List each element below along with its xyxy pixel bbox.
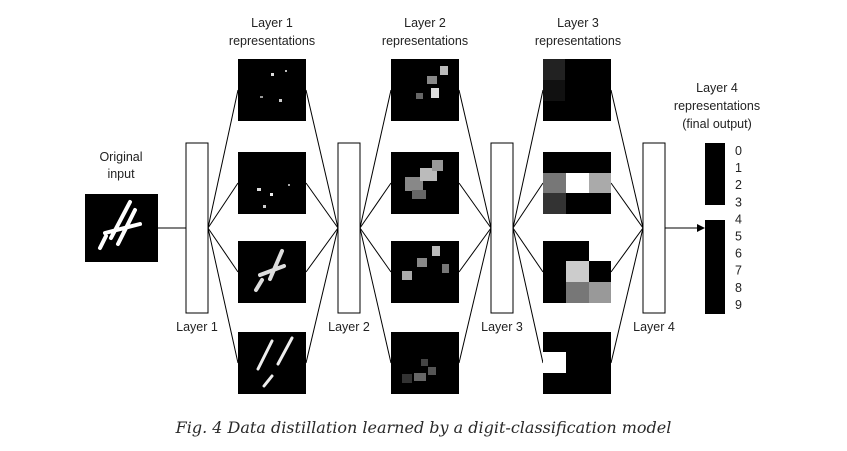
connection-lines xyxy=(158,89,697,364)
layer1-representation-4 xyxy=(238,332,306,394)
layer3-label: Layer 3 xyxy=(481,320,523,334)
active-output-cell xyxy=(705,205,725,220)
output-digit-0: 0 xyxy=(735,144,742,158)
output-digit-2: 2 xyxy=(735,178,742,192)
layer1-representation-3 xyxy=(238,241,306,303)
layer1-bar xyxy=(185,142,209,314)
output-digit-labels: 0 1 2 3 4 5 6 7 8 9 xyxy=(735,144,742,312)
layer1-representation-1 xyxy=(238,59,306,121)
output-digit-5: 5 xyxy=(735,230,742,244)
layer2-representation-3 xyxy=(391,241,459,303)
output-column xyxy=(705,143,725,314)
layer2-label: Layer 2 xyxy=(328,320,370,334)
layer2-title-line2: representations xyxy=(382,34,468,48)
layer4-title-line3: (final output) xyxy=(682,117,751,131)
layer4-label: Layer 4 xyxy=(633,320,675,334)
layer4-bar xyxy=(642,142,666,314)
layer4-title-line1: Layer 4 xyxy=(696,81,738,95)
output-digit-3: 3 xyxy=(735,195,742,209)
input-label-line2: input xyxy=(107,167,135,181)
layer1-title-line1: Layer 1 xyxy=(251,16,293,30)
layer4-title-line2: representations xyxy=(674,99,760,113)
arrow-head xyxy=(697,224,705,232)
figure-caption: Fig. 4 Data distillation learned by a di… xyxy=(175,418,672,437)
output-digit-8: 8 xyxy=(735,281,742,295)
input-label-line1: Original xyxy=(99,150,142,164)
layer3-representation-2 xyxy=(543,152,611,214)
layer2-bar xyxy=(337,142,361,314)
layer2-representation-4 xyxy=(391,332,459,394)
output-digit-7: 7 xyxy=(735,264,742,278)
layer3-title-line1: Layer 3 xyxy=(557,16,599,30)
input-digit-image xyxy=(85,194,158,262)
layer1-title-line2: representations xyxy=(229,34,315,48)
layer1-representation-2 xyxy=(238,152,306,214)
layer1-label: Layer 1 xyxy=(176,320,218,334)
layer3-representation-3 xyxy=(543,241,611,303)
output-digit-9: 9 xyxy=(735,298,742,312)
layer2-representation-1 xyxy=(391,59,459,121)
layer3-representation-1 xyxy=(543,59,611,121)
output-digit-1: 1 xyxy=(735,161,742,175)
layer3-bar xyxy=(490,142,514,314)
layer3-title-line2: representations xyxy=(535,34,621,48)
output-digit-6: 6 xyxy=(735,247,742,261)
layer2-representation-2 xyxy=(391,152,459,214)
layer3-representation-4 xyxy=(543,332,611,394)
layer2-title-line1: Layer 2 xyxy=(404,16,446,30)
output-digit-4: 4 xyxy=(735,212,742,226)
